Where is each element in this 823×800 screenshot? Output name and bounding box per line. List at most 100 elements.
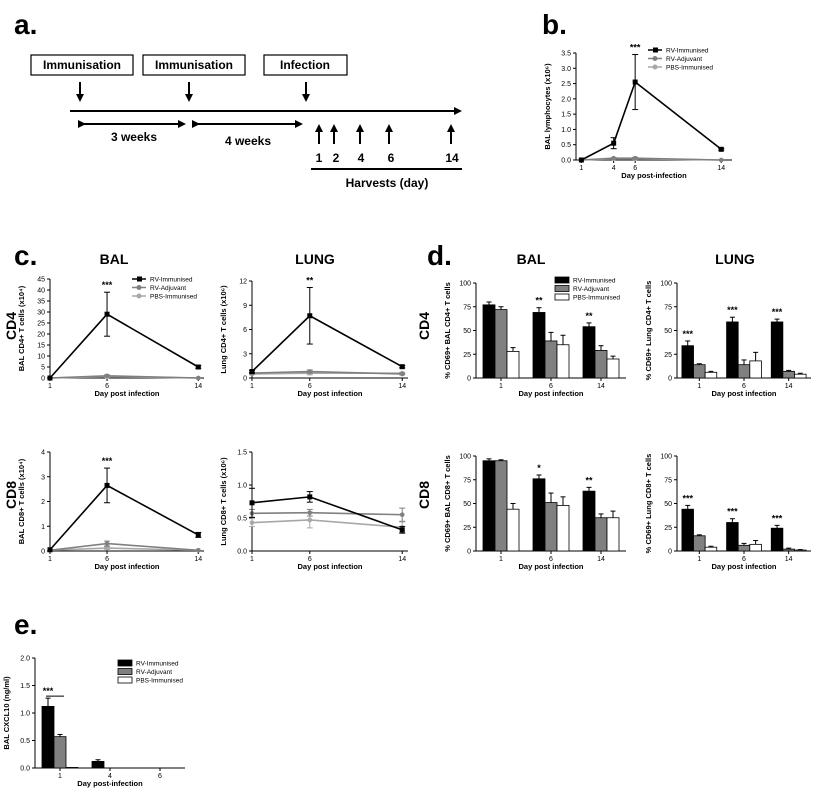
y-tick-label: 10 [37,354,45,361]
legend-entry: RV-Immunised [136,661,179,668]
data-point [307,494,313,500]
significance-marker: * [537,463,541,473]
x-tick-label: 4 [612,165,616,172]
timeline-diagram: Immunisation Immunisation Infection 3 we… [30,54,462,190]
bar [506,508,520,552]
harvest-day: 4 [358,151,365,165]
y-tick-label: 0.0 [20,766,30,773]
legend-swatch [117,668,133,675]
y-tick-label: 100 [459,454,471,461]
bar [532,312,546,379]
row-label-cd4: CD4 [416,312,432,340]
x-tick-label: 1 [579,165,583,172]
row-label-cd8: CD8 [3,481,19,509]
timeline-box-immunisation-1 [30,54,134,76]
bar [606,517,620,552]
bar [749,360,762,379]
legend-entry: RV-Adjuvant [573,286,609,293]
charts-layer: 0.0 0.5 1.0 1.5 2.0 2.5 3.0 3.5 BAL lymphocytes … [2,43,811,788]
significance-marker: *** [630,43,641,53]
y-axis-label: % CD69+ Lung CD4+ T cells [644,281,653,381]
legend-marker [136,285,142,290]
data-point [611,140,617,146]
y-tick-label: 30 [37,310,45,317]
interval-label: 3 weeks [111,130,157,144]
x-tick-label: 14 [194,556,202,563]
series-line [49,313,199,379]
bar [794,373,807,379]
x-tick-label: 14 [785,556,793,563]
x-tick-label: 6 [742,383,746,390]
bar [704,546,718,552]
y-tick-label: 0.5 [20,738,30,745]
legend-entry: PBS-Immunised [150,294,197,301]
row-label-cd8: CD8 [416,481,432,509]
significance-marker: ** [585,475,593,485]
y-tick-label: 12 [239,279,247,286]
y-tick-label: 0.0 [237,549,247,556]
legend-entry: RV-Adjuvant [150,285,186,292]
significance-marker: *** [772,513,783,523]
x-tick-label: 1 [250,383,254,390]
y-tick-label: 25 [463,525,471,532]
series-line [49,484,199,551]
bar [770,321,784,379]
x-tick-label: 1 [58,773,62,780]
panel-label-a: a. [14,9,37,40]
y-tick-label: 25 [463,352,471,359]
bar [726,522,739,552]
y-tick-label: 4 [41,450,45,457]
data-point [307,510,313,516]
legend-swatch [117,676,133,684]
data-point [718,146,724,152]
legend-entry: PBS-Immunised [666,65,713,72]
y-tick-label: 50 [463,328,471,335]
significance-marker: *** [727,507,738,517]
y-axis-label: % CD69+ Lung CD8+ T cells [644,454,653,554]
data-point [104,373,110,379]
legend-entry: PBS-Immunised [573,295,620,302]
y-tick-label: 3.5 [561,51,571,58]
y-tick-label: 5 [41,365,45,372]
series-line [581,80,722,161]
y-tick-label: 45 [37,277,45,284]
significance-marker: *** [682,329,693,339]
y-tick-label: 75 [664,304,672,311]
y-tick-label: 0.5 [237,516,247,523]
y-tick-label: 0 [41,376,45,383]
bar [494,460,508,552]
x-tick-label: 1 [250,556,254,563]
y-tick-label: 100 [459,281,471,288]
y-axis-label: BAL CD8+ T cells (x10⁴) [17,458,26,544]
y-tick-label: 75 [664,477,672,484]
legend-entry: RV-Adjuvant [136,669,172,676]
data-point [632,155,638,161]
panel-label-b: b. [542,9,567,40]
data-point [399,364,405,370]
bar [532,478,546,552]
legend-marker [652,56,658,61]
x-tick-label: 6 [158,773,162,780]
x-axis-label: Day post infection [711,389,776,398]
bar [681,508,694,552]
y-tick-label: 9 [243,303,247,310]
x-tick-label: 14 [717,165,725,172]
y-tick-label: 25 [37,321,45,328]
data-point [104,482,110,488]
timeline-box-label: Infection [280,58,330,72]
y-tick-label: 2.5 [561,81,571,88]
x-tick-label: 1 [48,556,52,563]
chart-c_lung_cd8: 0.0 0.5 1.0 1.5 Lung CD8+ T cells (x10⁶) Day … [219,450,408,571]
x-tick-label: 6 [308,556,312,563]
x-tick-label: 4 [108,773,112,780]
y-axis-label: Lung CD8+ T cells (x10⁶) [219,457,228,546]
chart-e: 0.0 0.5 1.0 1.5 2.0 BAL CXCL10 (ng/ml) Day pos… [2,656,185,788]
timeline-box-label: Immunisation [155,58,233,72]
legend-swatch [554,293,570,301]
x-tick-label: 1 [697,383,701,390]
y-tick-label: 50 [664,328,672,335]
timeline-box-immunisation-2 [142,54,246,76]
y-tick-label: 40 [37,288,45,295]
y-tick-label: 1.0 [237,483,247,490]
x-axis-label: Day post-infection [77,779,143,788]
